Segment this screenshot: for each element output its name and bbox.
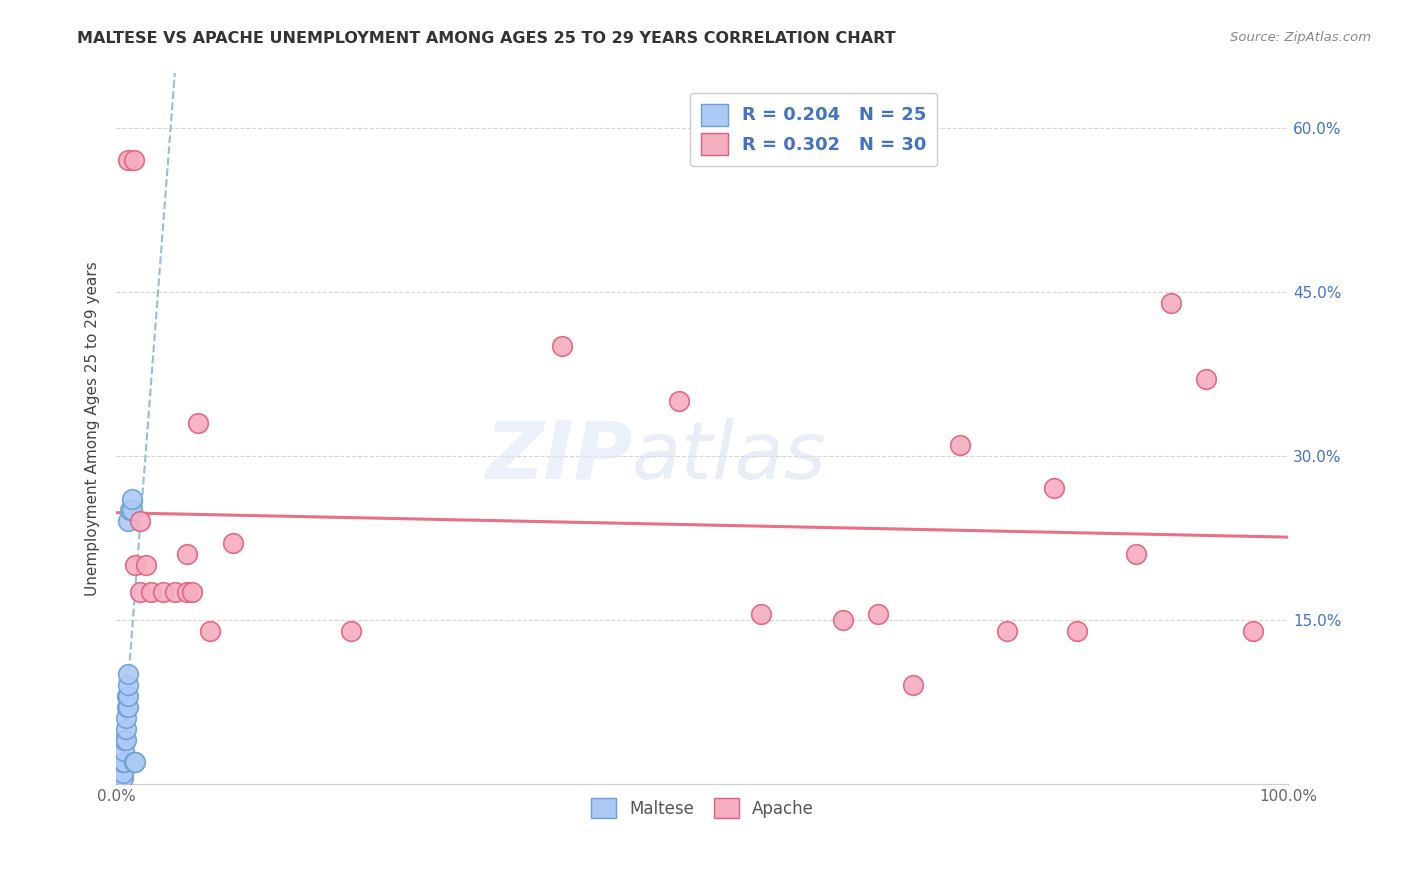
- Point: [122, 755, 145, 769]
- Point: [112, 771, 135, 785]
- Point: [903, 678, 925, 692]
- Point: [176, 547, 198, 561]
- Point: [117, 678, 139, 692]
- Point: [163, 585, 186, 599]
- Point: [117, 700, 139, 714]
- Point: [120, 503, 142, 517]
- Point: [114, 744, 136, 758]
- Point: [222, 536, 245, 550]
- Point: [128, 585, 150, 599]
- Point: [198, 624, 221, 638]
- Point: [176, 585, 198, 599]
- Point: [832, 613, 855, 627]
- Point: [135, 558, 157, 572]
- Point: [121, 492, 143, 507]
- Point: [124, 755, 146, 769]
- Point: [114, 733, 136, 747]
- Y-axis label: Unemployment Among Ages 25 to 29 years: Unemployment Among Ages 25 to 29 years: [86, 261, 100, 596]
- Point: [128, 514, 150, 528]
- Point: [949, 438, 972, 452]
- Text: atlas: atlas: [633, 417, 827, 496]
- Point: [114, 733, 136, 747]
- Point: [114, 755, 136, 769]
- Legend: Maltese, Apache: Maltese, Apache: [583, 791, 821, 825]
- Point: [117, 667, 139, 681]
- Point: [1043, 482, 1066, 496]
- Point: [152, 585, 174, 599]
- Point: [124, 558, 146, 572]
- Point: [110, 771, 132, 785]
- Point: [115, 700, 138, 714]
- Point: [1066, 624, 1088, 638]
- Point: [1241, 624, 1264, 638]
- Point: [108, 771, 131, 785]
- Point: [115, 690, 138, 704]
- Point: [668, 394, 690, 409]
- Text: MALTESE VS APACHE UNEMPLOYMENT AMONG AGES 25 TO 29 YEARS CORRELATION CHART: MALTESE VS APACHE UNEMPLOYMENT AMONG AGE…: [77, 31, 896, 46]
- Point: [111, 771, 134, 785]
- Point: [122, 153, 145, 168]
- Point: [181, 585, 204, 599]
- Point: [117, 690, 139, 704]
- Point: [1160, 295, 1182, 310]
- Point: [112, 765, 135, 780]
- Point: [117, 514, 139, 528]
- Point: [749, 607, 772, 622]
- Text: ZIP: ZIP: [485, 417, 633, 496]
- Point: [187, 416, 209, 430]
- Point: [1195, 372, 1218, 386]
- Point: [112, 755, 135, 769]
- Point: [339, 624, 361, 638]
- Point: [114, 722, 136, 736]
- Point: [995, 624, 1018, 638]
- Point: [550, 339, 572, 353]
- Point: [1125, 547, 1147, 561]
- Point: [141, 585, 163, 599]
- Point: [121, 503, 143, 517]
- Point: [111, 771, 134, 785]
- Point: [117, 153, 139, 168]
- Text: Source: ZipAtlas.com: Source: ZipAtlas.com: [1230, 31, 1371, 45]
- Point: [114, 711, 136, 725]
- Point: [868, 607, 890, 622]
